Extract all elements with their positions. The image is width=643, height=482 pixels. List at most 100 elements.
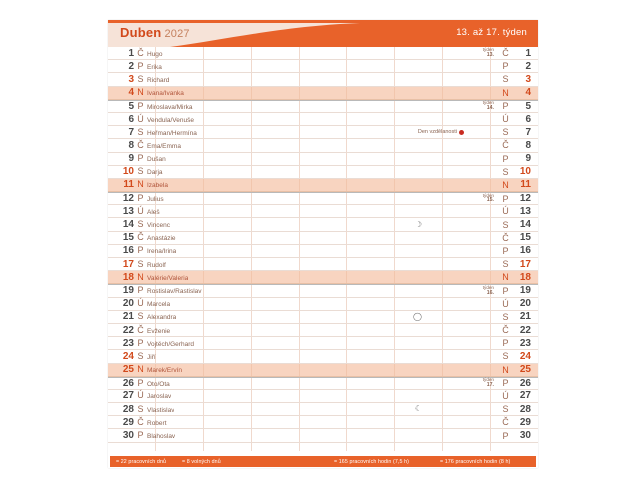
day-row[interactable]: 10 S Darja S 10: [108, 166, 538, 179]
day-entry-area[interactable]: [224, 298, 468, 310]
day-entry-area[interactable]: [224, 337, 468, 349]
day-entry-area[interactable]: [224, 101, 468, 112]
day-row[interactable]: 28 S Vlastislav ☾ S 28: [108, 403, 538, 417]
week-prefix: týden: [482, 284, 494, 290]
day-entry-area[interactable]: [224, 73, 468, 85]
day-row[interactable]: 8 Č Ema/Emma Č 8: [108, 139, 538, 153]
day-number-left: 17: [122, 258, 134, 270]
moon-phase-icon: ☽: [414, 219, 422, 229]
day-of-week-left: Č: [137, 324, 144, 335]
week-number: 17.: [486, 381, 494, 388]
day-row[interactable]: 25 N Marek/Ervín N 25: [108, 363, 538, 377]
day-entry-area[interactable]: [224, 285, 468, 296]
day-row[interactable]: 30 P Blahoslav P 30: [108, 429, 538, 443]
day-number-right: 4: [525, 87, 531, 99]
calendar-footer: = 22 pracovních dnů = 8 volných dnů = 16…: [108, 451, 538, 468]
day-row[interactable]: 22 Č Evženie Č 22: [108, 324, 538, 338]
day-entry-area[interactable]: [224, 113, 468, 125]
day-entry-area[interactable]: [224, 153, 468, 165]
day-entry-area[interactable]: [224, 416, 468, 428]
day-number-right: 28: [519, 403, 531, 415]
day-right-block: Č 15: [468, 232, 538, 243]
day-of-week-left: P: [137, 193, 144, 204]
day-entry-area[interactable]: [224, 390, 468, 402]
day-entry-area[interactable]: [224, 245, 468, 257]
name-day-label: Darja: [147, 169, 163, 177]
day-row[interactable]: 27 Ú Jaroslav Ú 27: [108, 390, 538, 404]
day-number-left: 27: [122, 390, 134, 402]
day-row[interactable]: 21 S Alexandra ◯ S 21: [108, 311, 538, 324]
day-entry-area[interactable]: [224, 258, 468, 270]
day-number-left: 4: [128, 87, 134, 99]
day-row[interactable]: 19 P Rostislav/Rastislav týden 16. P 19: [108, 284, 538, 298]
day-row[interactable]: 23 P Vojtěch/Gerhard P 23: [108, 337, 538, 351]
day-entry-area[interactable]: [224, 364, 468, 376]
day-of-week-left: S: [137, 219, 144, 230]
day-number-left: 19: [122, 285, 134, 297]
day-number-right: 18: [519, 271, 531, 283]
day-entry-area[interactable]: [224, 205, 468, 217]
day-of-week-right: S: [502, 311, 509, 322]
day-right-block: P 16: [468, 245, 538, 256]
moon-phase-icon: ◯: [413, 311, 422, 321]
day-entry-area[interactable]: [224, 179, 468, 191]
day-row[interactable]: 1 Č Hugo týden 13. Č 1: [108, 47, 538, 61]
day-entry-area[interactable]: [224, 324, 468, 336]
day-of-week-left: P: [137, 377, 144, 388]
day-row[interactable]: 24 S Jiří S 24: [108, 350, 538, 364]
day-entry-area[interactable]: Den vzdělanosti: [224, 126, 468, 138]
day-row[interactable]: 16 P Irena/Irina P 16: [108, 245, 538, 258]
day-row[interactable]: 20 Ú Marcela Ú 20: [108, 298, 538, 311]
day-number-left: 15: [122, 232, 134, 244]
day-row[interactable]: 26 P Oto/Ota týden 17. P 26: [108, 376, 538, 390]
day-right-block: S 21: [468, 311, 538, 322]
day-of-week-left: P: [137, 337, 144, 348]
day-entry-area[interactable]: [224, 429, 468, 441]
day-row[interactable]: 17 S Rudolf S 17: [108, 258, 538, 272]
day-row[interactable]: 14 S Vincenc ☽ S 14: [108, 218, 538, 232]
day-entry-area[interactable]: [224, 166, 468, 178]
day-row[interactable]: 7 S Heřman/Hermína Den vzdělanosti S 7: [108, 126, 538, 140]
day-right-block: Ú 20: [468, 298, 538, 309]
day-entry-area[interactable]: [224, 47, 468, 59]
day-row[interactable]: 6 Ú Vendula/Venuše Ú 6: [108, 113, 538, 127]
day-entry-area[interactable]: ◯: [224, 311, 468, 323]
day-of-week-right: P: [502, 193, 509, 204]
day-entry-area[interactable]: [224, 193, 468, 204]
day-entry-area[interactable]: [224, 60, 468, 72]
day-number-right: 3: [525, 73, 531, 85]
day-row[interactable]: 12 P Julius týden 15. P 12: [108, 192, 538, 206]
day-entry-area[interactable]: [224, 87, 468, 99]
day-entry-area[interactable]: [224, 139, 468, 151]
day-row[interactable]: 18 N Valérie/Valeria N 18: [108, 271, 538, 285]
day-row[interactable]: 4 N Ivana/Ivanka N 4: [108, 86, 538, 100]
day-entry-area[interactable]: [224, 232, 468, 244]
day-of-week-right: S: [502, 74, 509, 85]
day-row[interactable]: 29 Č Robert Č 29: [108, 416, 538, 430]
week-number-label: týden 13.: [483, 47, 494, 58]
day-entry-area[interactable]: ☾: [224, 403, 468, 415]
day-entry-area[interactable]: [224, 271, 468, 283]
day-row[interactable]: 3 S Richard S 3: [108, 73, 538, 87]
name-day-label: Robert: [147, 419, 167, 427]
day-entry-area[interactable]: [224, 350, 468, 362]
day-row[interactable]: 11 N Izabela N 11: [108, 178, 538, 193]
day-number-right: 16: [519, 245, 531, 257]
day-row[interactable]: 9 P Dušan P 9: [108, 153, 538, 166]
day-left-block: 10 S Darja: [108, 166, 224, 177]
day-of-week-right: S: [502, 404, 509, 415]
day-number-left: 26: [122, 377, 134, 389]
day-number-left: 21: [122, 311, 134, 323]
day-row[interactable]: 2 P Erika P 2: [108, 60, 538, 74]
day-of-week-right: P: [502, 430, 509, 441]
day-entry-area[interactable]: [224, 378, 468, 389]
day-entry-area[interactable]: ☽: [224, 218, 468, 230]
day-of-week-left: Č: [137, 232, 144, 243]
name-day-label: Heřman/Hermína: [147, 129, 197, 137]
day-row[interactable]: 15 Č Anastázie Č 15: [108, 232, 538, 245]
day-row[interactable]: 13 Ú Aleš Ú 13: [108, 205, 538, 219]
day-number-right: 27: [519, 390, 531, 402]
day-left-block: 9 P Dušan: [108, 153, 224, 164]
day-row[interactable]: 5 P Miroslava/Mirka týden 14. P 5: [108, 99, 538, 113]
